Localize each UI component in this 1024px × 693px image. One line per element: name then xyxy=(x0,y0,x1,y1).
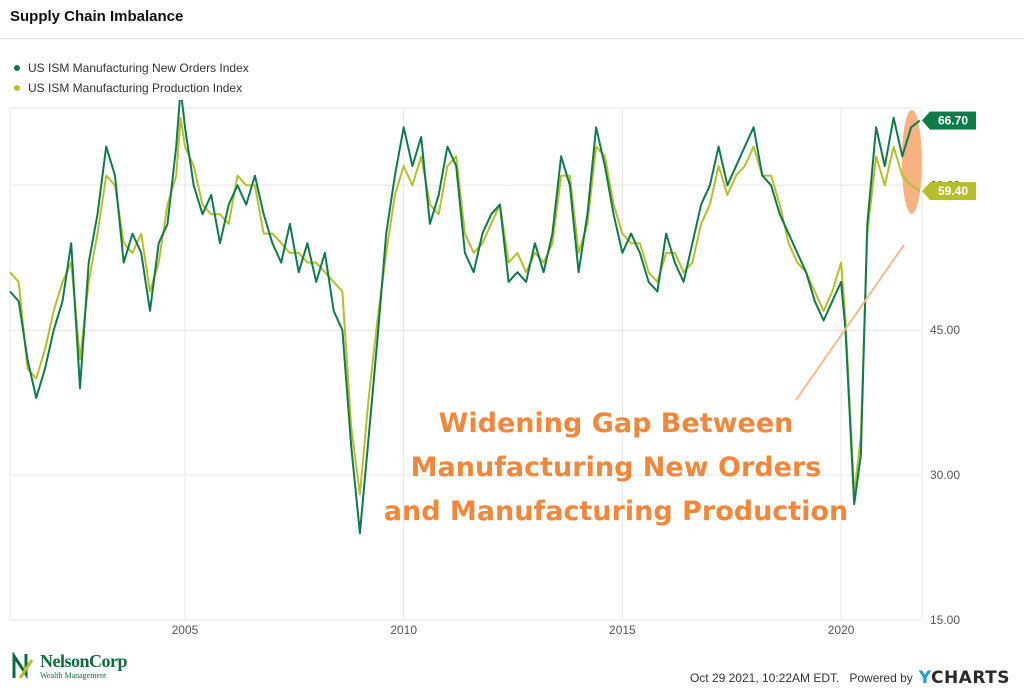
y-tick-label: 15.00 xyxy=(930,613,960,627)
logo-subtitle: Wealth Management xyxy=(40,671,107,680)
ycharts-logo-y: Y xyxy=(918,668,931,688)
annotation-pointer-line xyxy=(795,244,905,401)
annotation-line-3: and Manufacturing Production xyxy=(384,496,848,527)
x-axis: 2005 2010 2015 2020 xyxy=(172,623,855,635)
gap-highlight xyxy=(901,109,922,214)
x-tick-label: 2005 xyxy=(172,623,199,635)
ycharts-logo-text: CHARTS xyxy=(930,668,1010,688)
legend-swatch-production xyxy=(14,85,20,91)
legend-item-new-orders[interactable]: US ISM Manufacturing New Orders Index xyxy=(14,58,249,78)
badge-box xyxy=(930,111,976,130)
annotation-line-1: Widening Gap Between xyxy=(439,408,794,439)
series-line xyxy=(9,116,921,496)
series-lines xyxy=(9,100,921,535)
annotation-line-2: Manufacturing New Orders xyxy=(411,452,822,483)
badge-pointer xyxy=(922,182,930,201)
gridlines xyxy=(10,108,922,621)
annotation: Widening Gap Between Manufacturing New Or… xyxy=(384,244,905,527)
footer-attribution: Oct 29 2021, 10:22AM EDT. Powered by YCH… xyxy=(690,668,1010,688)
gap-highlight-ellipse xyxy=(901,109,922,214)
timestamp: Oct 29 2021, 10:22AM EDT. xyxy=(689,671,840,685)
badge-value: 59.40 xyxy=(938,184,968,198)
logo-name: NelsonCorp xyxy=(40,651,128,671)
badge-pointer xyxy=(922,111,930,130)
x-tick-label: 2010 xyxy=(390,623,417,635)
badge-box xyxy=(930,182,976,201)
logo-mark-icon xyxy=(12,651,36,680)
powered-by-label: Powered by xyxy=(849,671,913,685)
legend-label-new-orders: US ISM Manufacturing New Orders Index xyxy=(28,61,249,75)
y-tick-label: 30.00 xyxy=(930,468,960,482)
x-tick-label: 2020 xyxy=(828,623,855,635)
x-tick-label: 2015 xyxy=(609,623,636,635)
badge-value: 66.70 xyxy=(938,114,968,128)
legend-item-production[interactable]: US ISM Manufacturing Production Index xyxy=(14,78,249,98)
chart-title: Supply Chain Imbalance xyxy=(10,8,184,25)
legend-label-production: US ISM Manufacturing Production Index xyxy=(28,81,243,95)
title-divider xyxy=(0,38,1024,39)
plot-frame xyxy=(9,107,923,621)
series-line xyxy=(9,100,921,535)
nelsoncorp-logo: NelsonCorp Wealth Management xyxy=(12,651,128,680)
ycharts-logo[interactable]: YCHARTS xyxy=(919,668,1010,688)
legend-swatch-new-orders xyxy=(14,65,20,71)
end-value-badges: 66.70 59.40 xyxy=(922,111,976,201)
y-tick-label: 45.00 xyxy=(930,323,960,337)
plot-border xyxy=(9,107,923,621)
legend: US ISM Manufacturing New Orders Index US… xyxy=(14,58,249,98)
